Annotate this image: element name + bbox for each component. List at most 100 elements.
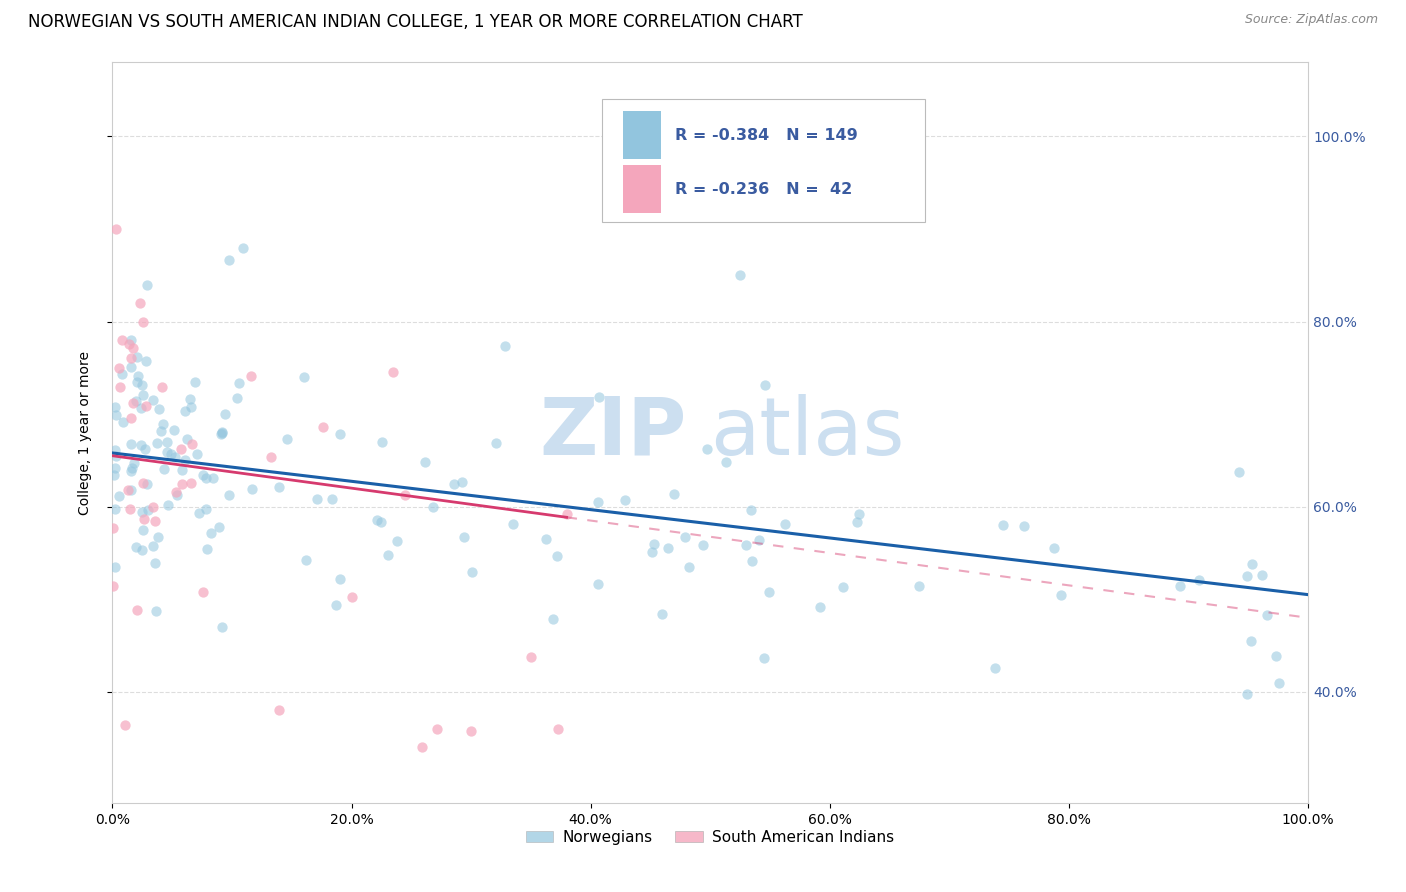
Point bbox=[132, 315, 155, 329]
Point bbox=[678, 560, 700, 574]
Point bbox=[104, 502, 127, 516]
Point bbox=[1014, 518, 1036, 533]
Point bbox=[1236, 569, 1258, 583]
Point bbox=[1188, 573, 1211, 587]
Point bbox=[426, 722, 449, 736]
Point bbox=[208, 520, 231, 534]
Point bbox=[641, 545, 664, 559]
Point bbox=[983, 661, 1005, 675]
Point bbox=[101, 520, 124, 534]
Point bbox=[202, 471, 225, 485]
Point bbox=[1168, 579, 1191, 593]
Point bbox=[170, 442, 193, 456]
Point bbox=[269, 480, 291, 494]
Point bbox=[142, 500, 165, 514]
Point bbox=[991, 518, 1014, 533]
Point bbox=[176, 432, 198, 446]
Point bbox=[228, 376, 250, 390]
Point bbox=[673, 530, 696, 544]
Point bbox=[692, 538, 714, 552]
Point bbox=[153, 462, 176, 476]
Point bbox=[716, 455, 738, 469]
Point bbox=[104, 560, 127, 574]
Point bbox=[127, 368, 149, 383]
Point bbox=[239, 369, 262, 384]
Point bbox=[122, 395, 145, 409]
Point bbox=[120, 411, 142, 425]
Point bbox=[184, 376, 207, 390]
Point bbox=[134, 442, 156, 457]
Point bbox=[125, 350, 148, 364]
Point bbox=[160, 447, 183, 461]
Point bbox=[269, 703, 291, 717]
Point bbox=[129, 438, 152, 452]
Point bbox=[132, 476, 155, 491]
Point bbox=[381, 365, 404, 379]
Point bbox=[546, 549, 568, 564]
Point bbox=[415, 454, 437, 468]
Point bbox=[120, 483, 142, 498]
Y-axis label: College, 1 year or more: College, 1 year or more bbox=[77, 351, 91, 515]
Point bbox=[146, 530, 169, 544]
Point bbox=[295, 553, 318, 567]
Point bbox=[180, 475, 202, 490]
Point bbox=[643, 537, 665, 551]
Point bbox=[125, 603, 148, 617]
Point bbox=[132, 523, 155, 537]
Point bbox=[586, 577, 609, 591]
Point bbox=[112, 415, 135, 429]
Point bbox=[120, 436, 142, 450]
Point bbox=[371, 435, 394, 450]
Point bbox=[136, 503, 159, 517]
Point bbox=[520, 650, 543, 665]
Point bbox=[120, 334, 142, 348]
Point bbox=[1043, 541, 1066, 556]
Point bbox=[117, 483, 139, 497]
Point bbox=[758, 585, 780, 599]
Point bbox=[394, 488, 416, 502]
Point bbox=[179, 392, 201, 406]
Point bbox=[195, 471, 218, 485]
Point bbox=[146, 435, 169, 450]
Point bbox=[1240, 634, 1263, 648]
Point bbox=[586, 495, 609, 509]
Legend: Norwegians, South American Indians: Norwegians, South American Indians bbox=[520, 823, 900, 851]
Point bbox=[370, 516, 392, 530]
Point bbox=[131, 401, 153, 415]
Point bbox=[132, 512, 155, 526]
Point bbox=[162, 423, 184, 437]
Point bbox=[502, 516, 524, 531]
Point bbox=[1268, 675, 1291, 690]
Point bbox=[111, 367, 134, 381]
Point bbox=[211, 620, 233, 634]
Point bbox=[173, 404, 195, 418]
Point bbox=[108, 489, 131, 503]
Point bbox=[110, 380, 132, 394]
Point bbox=[377, 549, 399, 563]
Point bbox=[810, 599, 832, 614]
Point bbox=[120, 359, 142, 374]
Point bbox=[211, 425, 233, 439]
Point bbox=[145, 514, 167, 528]
Point bbox=[150, 380, 173, 394]
Point bbox=[166, 485, 188, 500]
Point bbox=[555, 507, 578, 521]
FancyBboxPatch shape bbox=[623, 112, 661, 160]
Point bbox=[312, 419, 335, 434]
Point bbox=[541, 612, 564, 626]
Point bbox=[329, 427, 352, 442]
Point bbox=[122, 456, 145, 470]
Point bbox=[494, 339, 516, 353]
Point bbox=[1240, 557, 1263, 571]
Point bbox=[180, 401, 202, 415]
Point bbox=[321, 491, 343, 506]
Point bbox=[131, 505, 153, 519]
Point bbox=[547, 722, 569, 736]
Point bbox=[664, 487, 686, 501]
Point bbox=[443, 476, 465, 491]
Point bbox=[411, 740, 433, 755]
Point bbox=[1264, 648, 1286, 663]
Point bbox=[156, 444, 179, 458]
Point bbox=[104, 442, 127, 457]
Point bbox=[101, 579, 124, 593]
